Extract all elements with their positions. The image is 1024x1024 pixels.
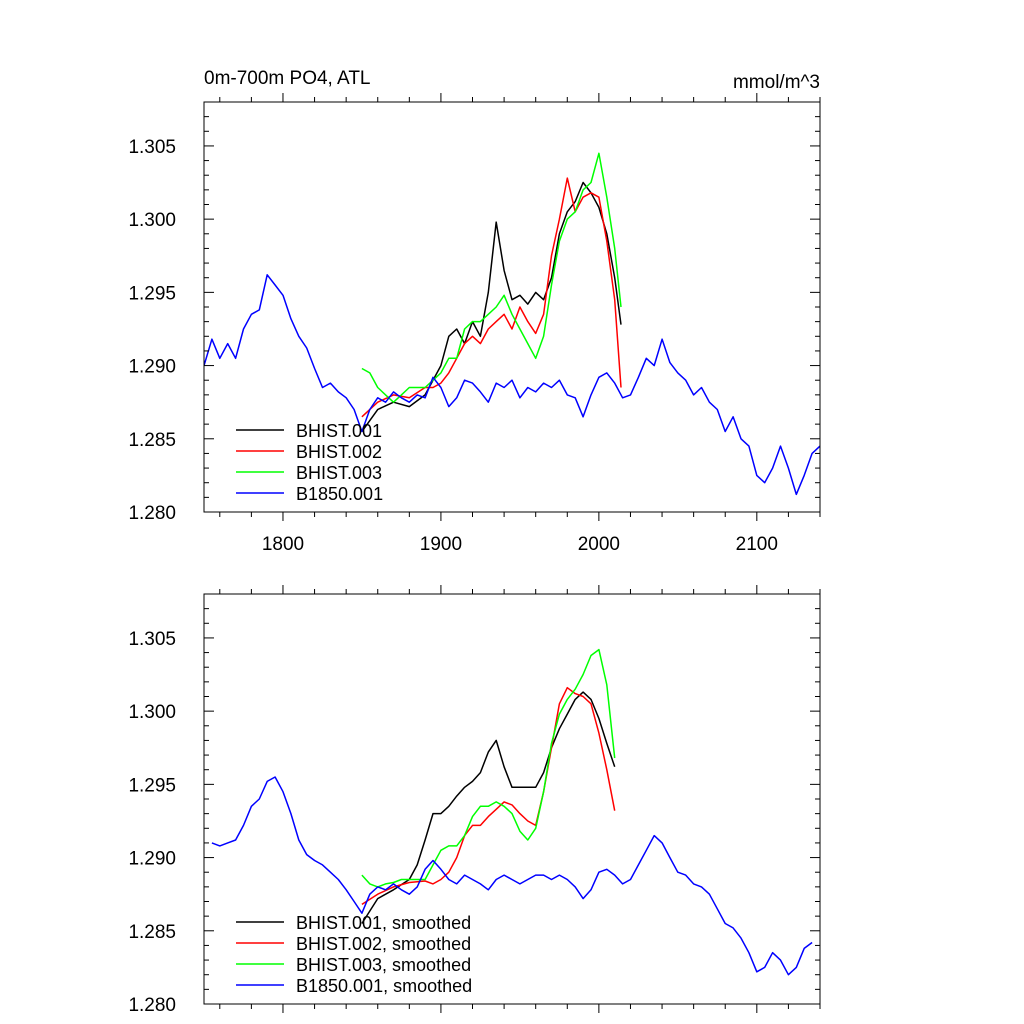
chart-panel-1: 1.280 1.285 1.290 1.295 1.300 1.305 1800 1900 20… [128,68,821,555]
legend-label: BHIST.001, smoothed [296,913,471,933]
x-tick-label: 2100 [736,534,778,555]
legend-label: BHIST.002, smoothed [296,934,471,954]
legend-label: BHIST.002 [296,442,382,462]
x-tick-label: 1900 [420,534,462,555]
x-tick-label: 2000 [578,534,620,555]
x-tick-label: 1800 [262,534,304,555]
series-line-3 [361,648,616,888]
y-tick-label: 1.300 [128,702,176,723]
y-tick-label: 1.290 [128,357,176,378]
series-line-1 [361,691,616,924]
series-line-3 [361,152,622,403]
series-line-2 [361,686,616,906]
y-tick-label: 1.295 [128,775,176,796]
legend-label: B1850.001, smoothed [296,976,472,996]
legend-label: BHIST.003, smoothed [296,955,471,975]
series-line-1 [361,181,622,432]
legend-label: BHIST.001 [296,421,382,441]
y-tick-label: 1.295 [128,283,176,304]
chart-panel-2: 1.280 1.285 1.290 1.295 1.300 1.305 BHIST.001,… [128,585,821,1016]
y-tick-label: 1.290 [128,849,176,870]
units-label: mmol/m^3 [733,72,820,93]
y-tick-label: 1.280 [128,995,176,1016]
y-tick-label: 1.285 [128,922,176,943]
y-tick-label: 1.300 [128,210,176,231]
y-tick-label: 1.305 [128,137,176,158]
series-line-4 [211,776,813,976]
y-tick-label: 1.280 [128,503,176,524]
chart-title: 0m-700m PO4, ATL [204,68,371,89]
legend-label: B1850.001 [296,484,383,504]
series-line-2 [361,177,622,418]
y-tick-label: 1.305 [128,629,176,650]
series-line-4 [204,274,820,496]
legend-label: BHIST.003 [296,463,382,483]
y-tick-label: 1.285 [128,430,176,451]
